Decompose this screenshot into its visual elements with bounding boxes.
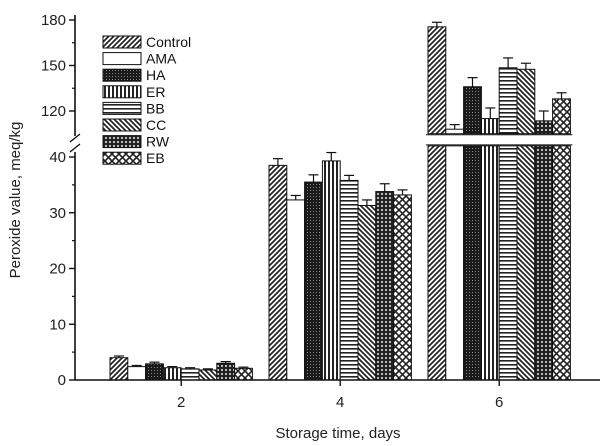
legend-label: ER [146, 84, 165, 100]
bar [552, 145, 571, 381]
legend-swatch [102, 151, 142, 165]
bar [375, 191, 395, 381]
bar [393, 194, 412, 381]
bar [339, 179, 359, 381]
bar [427, 145, 447, 381]
legend-label: RW [146, 134, 170, 150]
legend-label: EB [146, 150, 165, 166]
bar-upper [552, 98, 571, 135]
legend-swatch [102, 68, 142, 82]
bar [127, 366, 147, 381]
legend-swatch [102, 35, 142, 49]
bar [516, 145, 536, 381]
axis-break-band [426, 134, 573, 145]
bar [286, 199, 306, 381]
legend-label: AMA [146, 51, 177, 67]
y-axis-title: Peroxide value, meq/kg [7, 122, 24, 279]
axes-layer: 0 10 20 30 40 120 150 180 2 4 6 [41, 12, 600, 411]
bar-upper [463, 86, 482, 135]
bar [534, 145, 554, 381]
bar [234, 367, 253, 381]
legend-label: Control [146, 34, 191, 50]
legend-label: CC [146, 117, 166, 133]
y-tick-label: 30 [49, 205, 66, 222]
x-axis-title: Storage time, days [275, 425, 400, 442]
legend-swatch [102, 85, 142, 99]
legend-label: HA [146, 67, 166, 83]
y-axis-break-mark [69, 143, 81, 153]
legend-swatch [102, 52, 142, 66]
x-tick-label: 4 [336, 394, 344, 411]
legend-swatch [102, 101, 142, 115]
bar-upper [427, 26, 447, 135]
bar-upper [480, 118, 500, 135]
legend-swatch [102, 135, 142, 149]
bar [145, 363, 164, 381]
y-tick-label: 10 [49, 316, 66, 333]
bar-upper [534, 120, 554, 135]
bar [445, 145, 465, 381]
bar [498, 145, 518, 381]
x-tick-label: 6 [495, 394, 503, 411]
y-tick-label: 20 [49, 261, 66, 278]
bar-upper [445, 128, 465, 135]
bar [304, 181, 323, 381]
bar [357, 205, 377, 381]
y-axis-break-mark [69, 133, 81, 143]
x-tick-label: 2 [177, 394, 185, 411]
bar-upper [498, 67, 518, 135]
bar [463, 145, 482, 381]
bar-upper [516, 68, 536, 135]
bar [480, 145, 500, 381]
y-tick-label: 120 [41, 103, 66, 120]
bar [162, 367, 182, 381]
bar [109, 357, 129, 381]
bar [198, 369, 218, 381]
bar [321, 160, 341, 381]
bar [180, 368, 200, 381]
y-tick-label: 150 [41, 58, 66, 75]
bar [268, 164, 288, 381]
bar [216, 362, 236, 381]
y-tick-label: 40 [49, 149, 66, 166]
y-tick-label: 180 [41, 12, 66, 29]
legend-label: BB [146, 100, 165, 116]
bars-layer [109, 21, 573, 381]
y-tick-label: 0 [58, 372, 66, 389]
legend-swatch [102, 118, 142, 132]
